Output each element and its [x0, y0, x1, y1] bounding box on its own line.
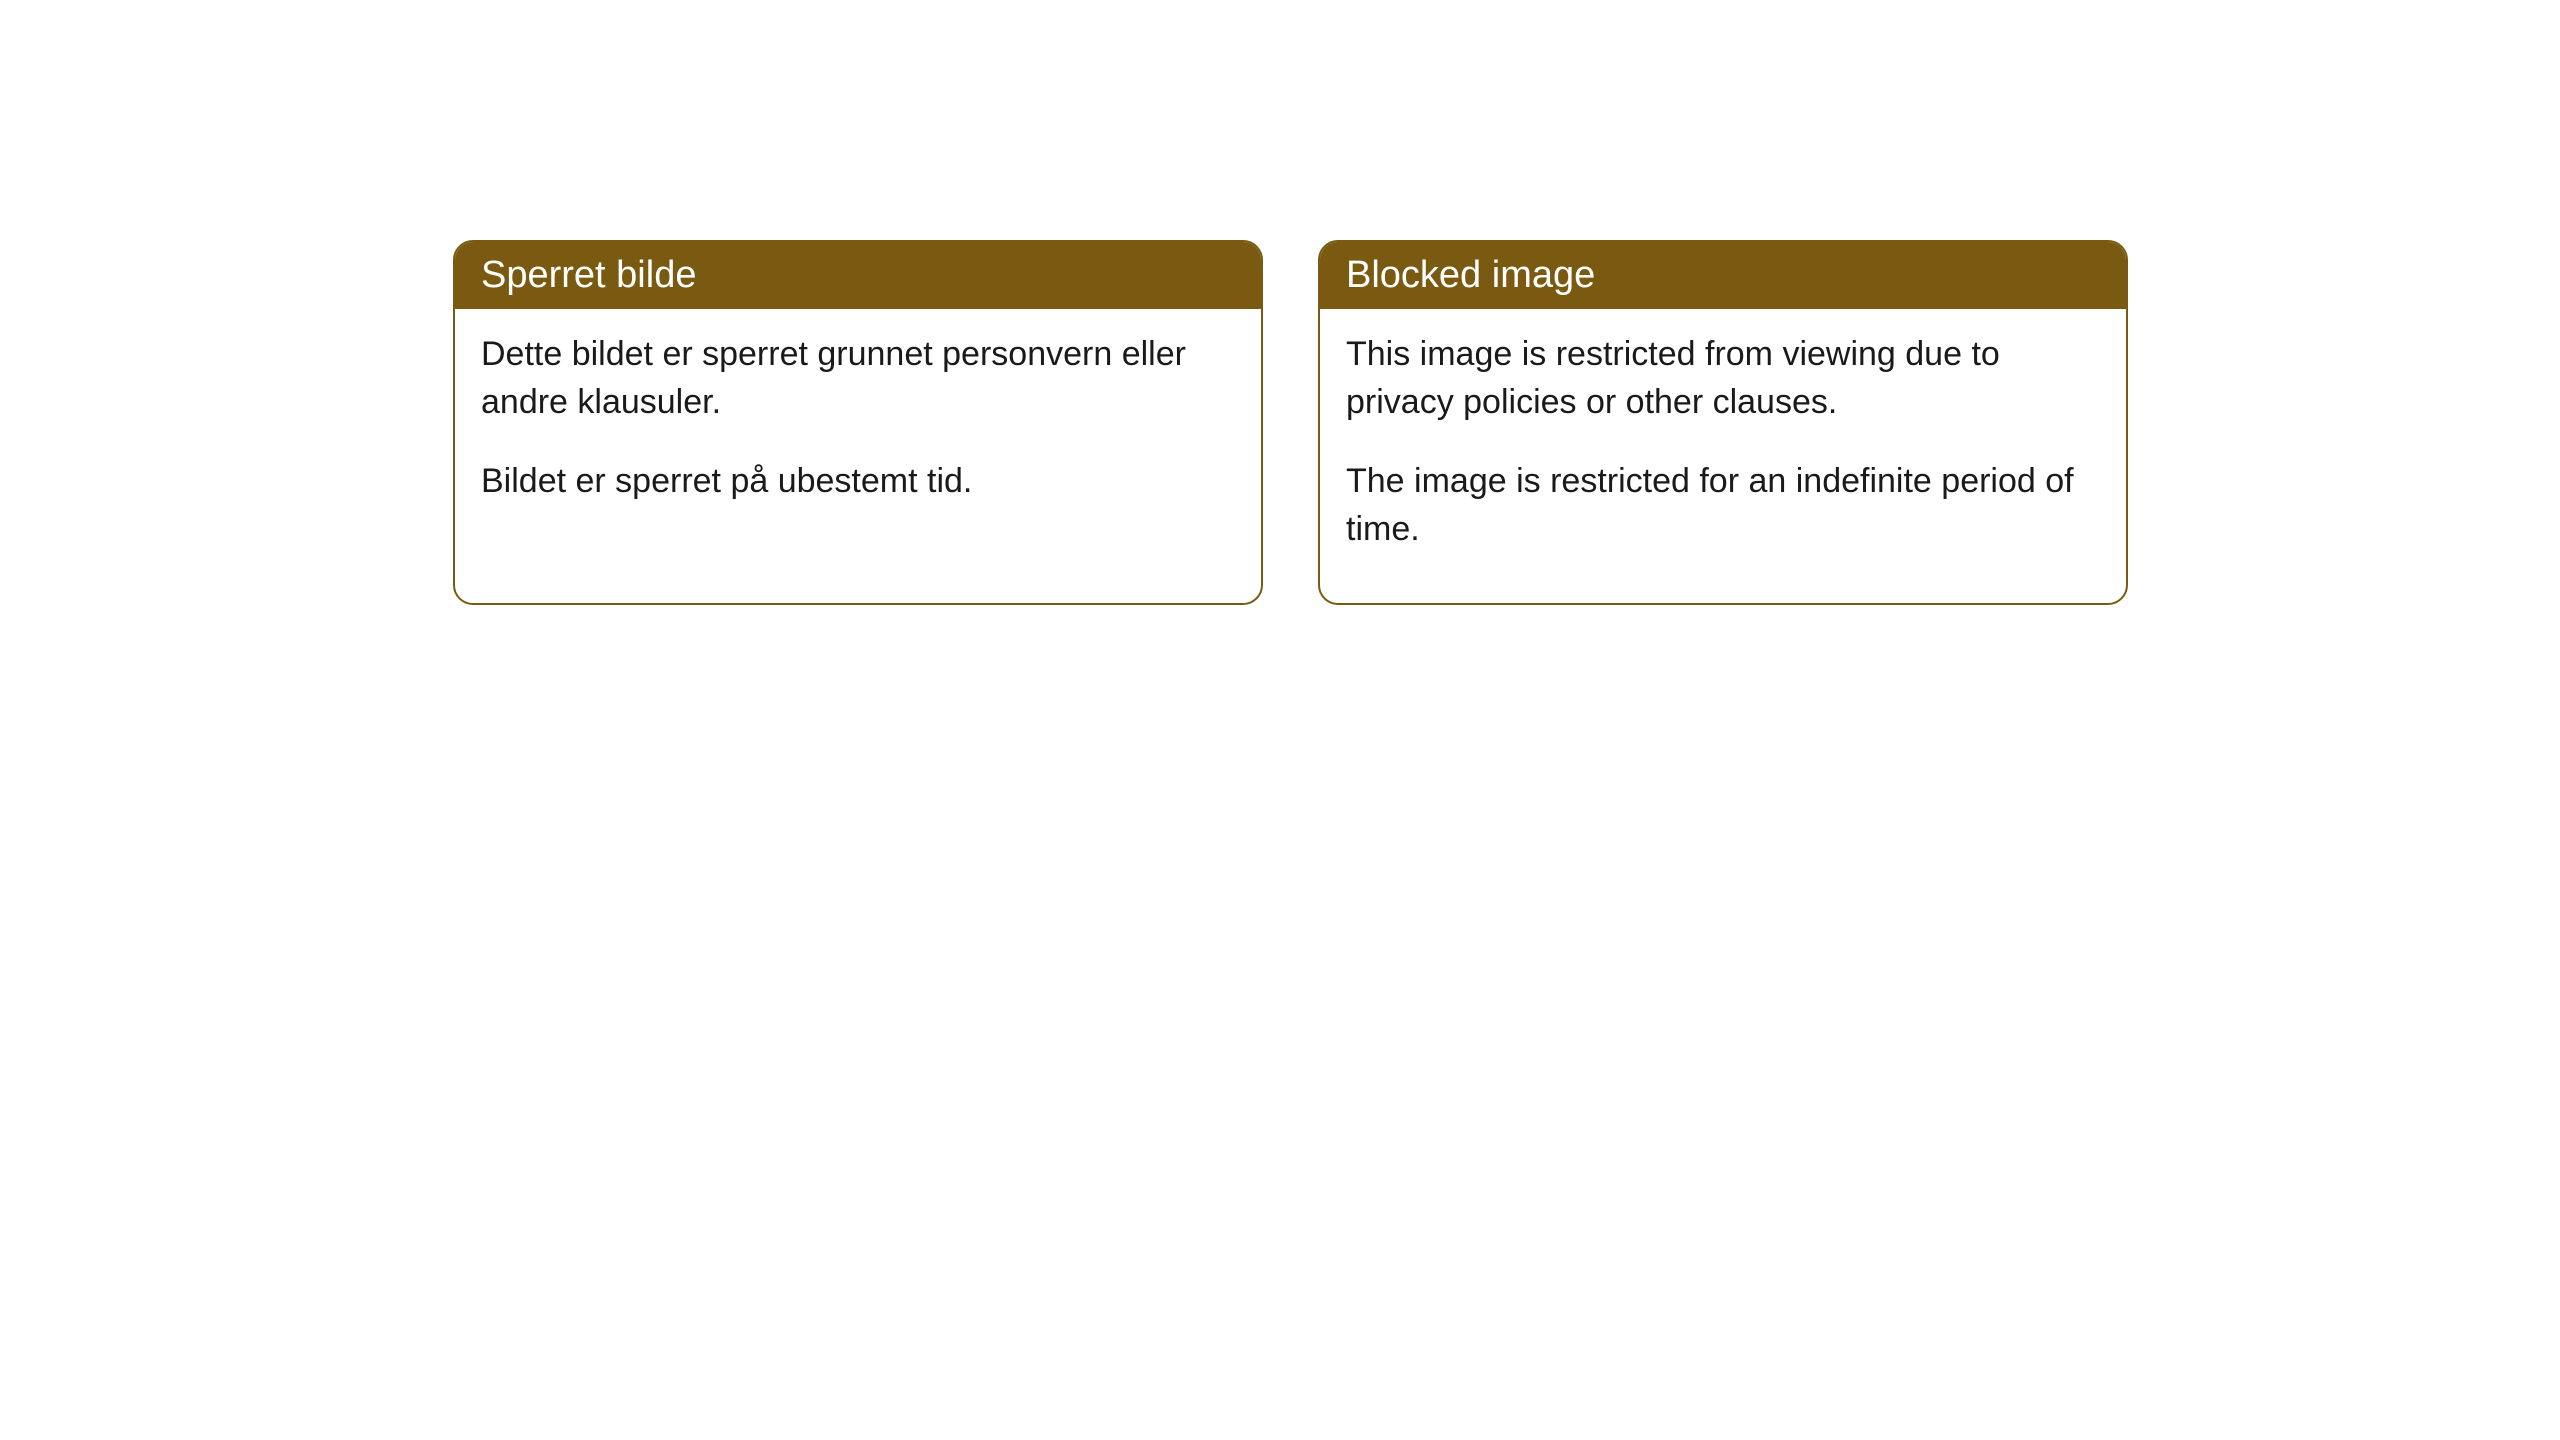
- card-title: Sperret bilde: [481, 254, 696, 296]
- card-paragraph-2: Bildet er sperret på ubestemt tid.: [481, 458, 1235, 506]
- card-paragraph-2: The image is restricted for an indefinit…: [1346, 458, 2100, 553]
- card-title: Blocked image: [1346, 254, 1595, 296]
- blocked-image-card-english: Blocked image This image is restricted f…: [1318, 240, 2128, 605]
- card-paragraph-1: Dette bildet er sperret grunnet personve…: [481, 331, 1235, 426]
- blocked-image-card-norwegian: Sperret bilde Dette bildet er sperret gr…: [453, 240, 1263, 605]
- card-body-norwegian: Dette bildet er sperret grunnet personve…: [455, 309, 1261, 556]
- card-header-norwegian: Sperret bilde: [455, 242, 1261, 309]
- card-paragraph-1: This image is restricted from viewing du…: [1346, 331, 2100, 426]
- cards-container: Sperret bilde Dette bildet er sperret gr…: [453, 240, 2128, 605]
- card-header-english: Blocked image: [1320, 242, 2126, 309]
- card-body-english: This image is restricted from viewing du…: [1320, 309, 2126, 603]
